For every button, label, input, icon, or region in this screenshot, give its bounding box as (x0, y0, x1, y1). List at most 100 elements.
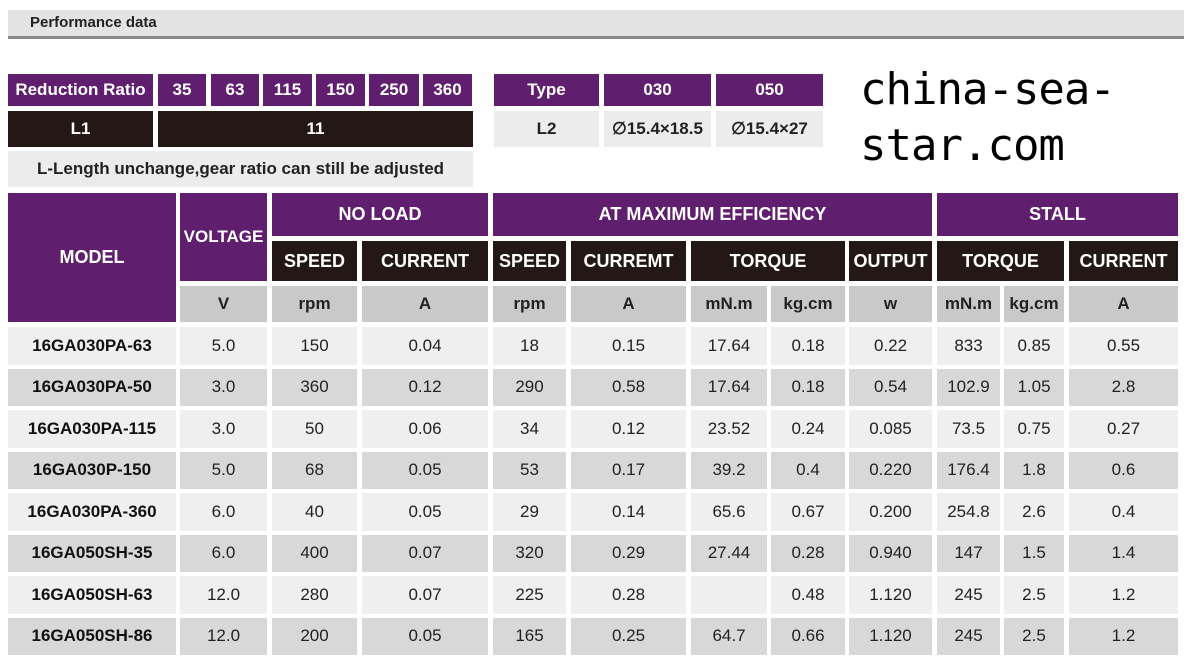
ratio-value: 35 (158, 74, 206, 106)
table-cell: 1.5 (1004, 534, 1064, 572)
table-cell: 165 (493, 617, 566, 655)
model-cell: 16GA030P-150 (8, 451, 176, 489)
table-cell: 27.44 (691, 534, 767, 572)
table-cell: 0.17 (571, 451, 686, 489)
section-title: Performance data (30, 14, 157, 31)
table-cell: 1.8 (1004, 451, 1064, 489)
table-cell: 0.12 (571, 410, 686, 448)
ratio-value: 250 (369, 74, 419, 106)
table-cell: 0.66 (771, 617, 845, 655)
table-cell: 6.0 (180, 493, 267, 531)
table-cell: 64.7 (691, 617, 767, 655)
table-cell: 0.67 (771, 493, 845, 531)
table-cell: 1.120 (849, 576, 932, 614)
voltage-header: VOLTAGE (180, 193, 267, 281)
model-cell: 16GA030PA-115 (8, 410, 176, 448)
table-cell: 400 (272, 534, 357, 572)
table-cell: 0.4 (1069, 493, 1178, 531)
table-cell: 29 (493, 493, 566, 531)
type-value: 030 (604, 74, 711, 106)
no-load-header: NO LOAD (272, 193, 488, 236)
table-cell: 0.27 (1069, 410, 1178, 448)
table-cell: 0.29 (571, 534, 686, 572)
table-cell: 65.6 (691, 493, 767, 531)
table-cell: 0.07 (362, 576, 488, 614)
table-cell: 68 (272, 451, 357, 489)
model-cell: 16GA050SH-35 (8, 534, 176, 572)
max-efficiency-header: AT MAXIMUM EFFICIENCY (493, 193, 932, 236)
table-cell: 0.940 (849, 534, 932, 572)
unit-cell: rpm (272, 286, 357, 322)
l1-label: L1 (8, 111, 153, 147)
table-cell (691, 576, 767, 614)
table-cell: 2.8 (1069, 368, 1178, 406)
table-cell: 3.0 (180, 410, 267, 448)
table-cell: 0.18 (771, 327, 845, 365)
table-cell: 1.2 (1069, 617, 1178, 655)
ratio-value: 63 (211, 74, 259, 106)
table-cell: 0.085 (849, 410, 932, 448)
subheader-me-torque: TORQUE (691, 241, 845, 281)
table-cell: 39.2 (691, 451, 767, 489)
table-cell: 176.4 (937, 451, 1000, 489)
l2-value: ∅15.4×27 (716, 111, 823, 147)
unit-cell: mN.m (937, 286, 1000, 322)
table-cell: 40 (272, 493, 357, 531)
table-cell: 0.12 (362, 368, 488, 406)
table-cell: 12.0 (180, 617, 267, 655)
section-header: Performance data (8, 10, 1184, 39)
table-cell: 0.4 (771, 451, 845, 489)
table-cell: 0.85 (1004, 327, 1064, 365)
table-cell: 245 (937, 576, 1000, 614)
ratio-note: L-Length unchange,gear ratio can still b… (8, 151, 473, 187)
unit-cell: kg.cm (1004, 286, 1064, 322)
table-cell: 833 (937, 327, 1000, 365)
table-cell: 0.05 (362, 493, 488, 531)
table-cell: 23.52 (691, 410, 767, 448)
ratio-value: 360 (423, 74, 472, 106)
unit-cell: rpm (493, 286, 566, 322)
table-cell: 0.07 (362, 534, 488, 572)
table-cell: 2.5 (1004, 617, 1064, 655)
table-cell: 147 (937, 534, 1000, 572)
table-cell: 1.120 (849, 617, 932, 655)
table-cell: 0.75 (1004, 410, 1064, 448)
model-cell: 16GA050SH-63 (8, 576, 176, 614)
table-cell: 290 (493, 368, 566, 406)
stall-header: STALL (937, 193, 1178, 236)
table-cell: 0.05 (362, 451, 488, 489)
table-cell: 0.22 (849, 327, 932, 365)
table-cell: 280 (272, 576, 357, 614)
subheader-me-current: CURREMT (571, 241, 686, 281)
table-cell: 225 (493, 576, 566, 614)
table-cell: 0.18 (771, 368, 845, 406)
unit-cell: kg.cm (771, 286, 845, 322)
table-cell: 0.05 (362, 617, 488, 655)
ratio-value: 150 (316, 74, 365, 106)
table-cell: 254.8 (937, 493, 1000, 531)
table-cell: 0.6 (1069, 451, 1178, 489)
table-cell: 5.0 (180, 451, 267, 489)
table-cell: 34 (493, 410, 566, 448)
model-cell: 16GA030PA-50 (8, 368, 176, 406)
subheader-me-output: OUTPUT (849, 241, 932, 281)
table-cell: 0.15 (571, 327, 686, 365)
table-cell: 0.28 (571, 576, 686, 614)
table-cell: 53 (493, 451, 566, 489)
unit-cell: A (571, 286, 686, 322)
l2-value: ∅15.4×18.5 (604, 111, 711, 147)
table-cell: 0.14 (571, 493, 686, 531)
subheader-st-current: CURRENT (1069, 241, 1178, 281)
table-cell: 1.4 (1069, 534, 1178, 572)
type-value: 050 (716, 74, 823, 106)
table-cell: 0.200 (849, 493, 932, 531)
table-cell: 12.0 (180, 576, 267, 614)
table-cell: 17.64 (691, 368, 767, 406)
table-cell: 0.58 (571, 368, 686, 406)
model-cell: 16GA050SH-86 (8, 617, 176, 655)
unit-cell: A (362, 286, 488, 322)
model-cell: 16GA030PA-63 (8, 327, 176, 365)
table-cell: 73.5 (937, 410, 1000, 448)
table-cell: 150 (272, 327, 357, 365)
table-cell: 0.48 (771, 576, 845, 614)
